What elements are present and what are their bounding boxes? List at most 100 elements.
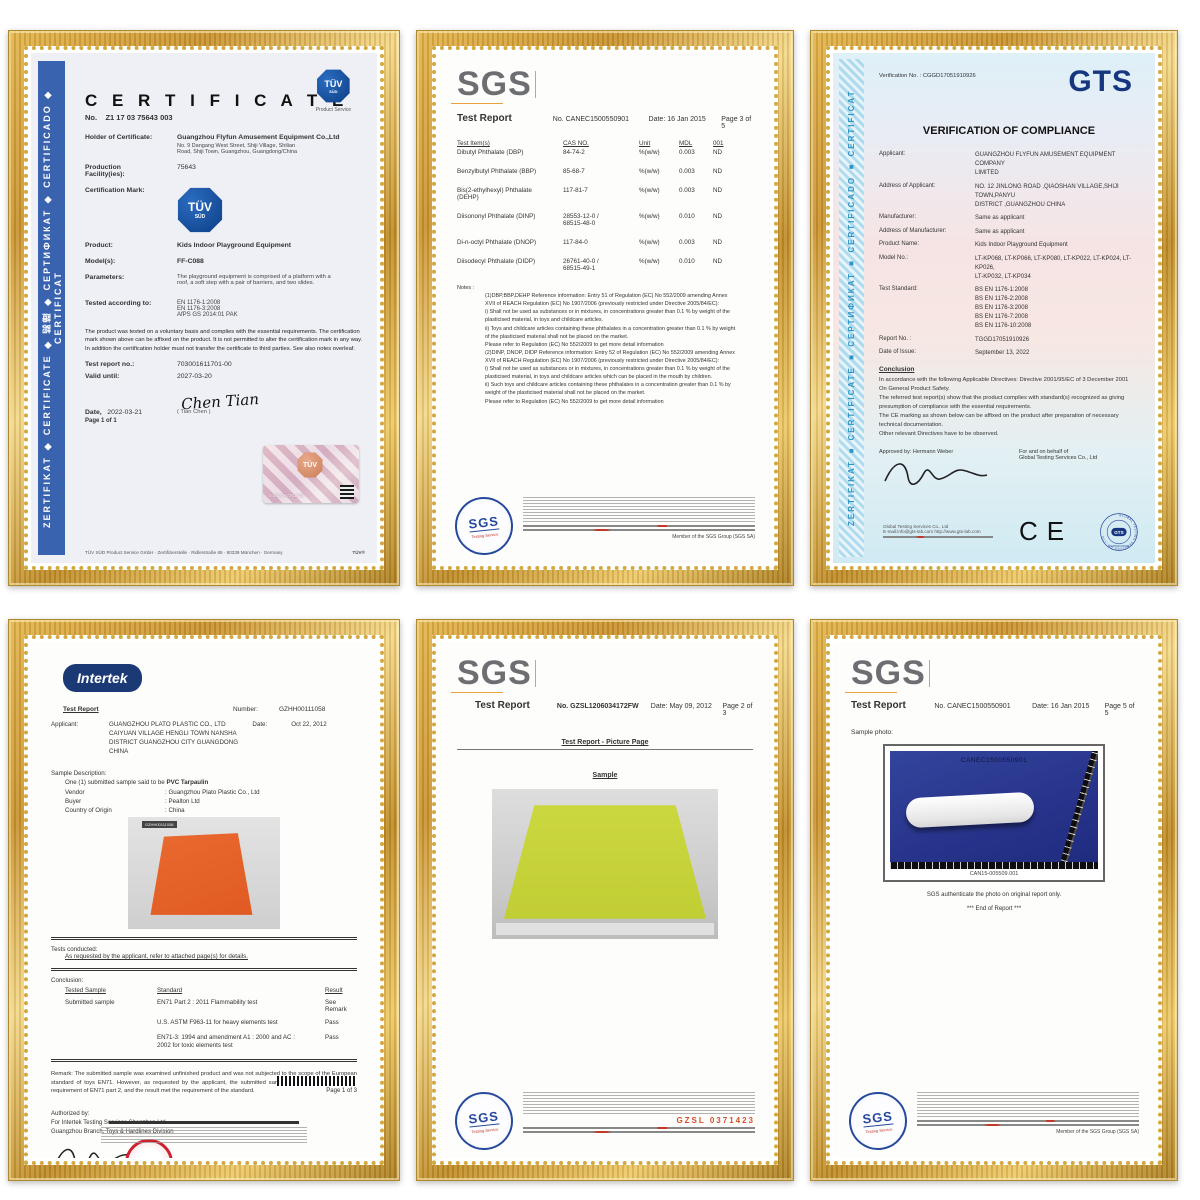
report-date: Date: 16 Jan 2015 — [1032, 703, 1090, 710]
field-row: Model No.: LT-KP068, LT-KP066, LT-KP080, … — [879, 254, 1132, 280]
disclaimer-lines — [917, 1092, 1139, 1118]
contact-line — [523, 1131, 755, 1133]
divider — [51, 968, 357, 972]
divider — [51, 1059, 357, 1063]
certificate-side-band: ZERTIFIKAT ■ CERTIFICATE ■ СЕРТИФИКАТ ■ … — [839, 59, 864, 557]
sgs-logo: SGS — [845, 654, 930, 693]
green-sample-mat — [504, 805, 706, 919]
table-row: Bis(2-ethylhexyl) Phthalate (DEHP) 117-8… — [457, 187, 723, 201]
signature-row: Approved by: Hermann Weber For and on be… — [879, 449, 1139, 491]
page-indicator: Page 1 of 3 — [326, 1088, 357, 1094]
report-header: Test Report Number: GZHH00111058 — [51, 706, 357, 713]
notes-text: (1)DBP,BBP,DEHP Reference information: E… — [485, 293, 736, 405]
contact-line — [523, 525, 755, 527]
conclusion-heading: Conclusion: — [51, 977, 84, 985]
field-row: Date of Issue: September 13, 2022 — [879, 349, 1030, 356]
field-row: Product Name: Kids Indoor Playground Equi… — [879, 241, 1068, 248]
conclusion-row: EN71-3: 1994 and amendment A1 : 2000 and… — [157, 1033, 339, 1050]
field-row: Applicant: GUANGZHOU FLYFUN AMUSEMENT EQU… — [879, 151, 1116, 176]
end-of-report: *** End of Report *** — [966, 906, 1022, 912]
side-band-text: ZERTIFIKAT ■ CERTIFICATE ■ СЕРТИФИКАТ ■ … — [847, 89, 856, 527]
sample-photo-label: Sample photo: — [851, 729, 893, 736]
gts-verification: ZERTIFIKAT ■ CERTIFICATE ■ СЕРТИФИКАТ ■ … — [833, 53, 1155, 563]
sgs-stamp: SGS Testing Service — [452, 1089, 516, 1153]
gts-company-line: Global Testing Services Co., Ltd — [883, 523, 949, 529]
orange-sample — [150, 833, 253, 915]
certificate-frame-sgs-photo: SGS Test Report No. CANEC1500550901 Date… — [810, 619, 1178, 1181]
disclaimer-lines — [523, 497, 755, 523]
parameters-row: Parameters: The playground equipment is … — [85, 274, 331, 286]
certificate-body-text: The product was tested on a voluntary ba… — [85, 329, 363, 352]
hologram-tuv-icon: TÜV — [297, 452, 323, 478]
table-header: Test Item(s) CAS NO. Unit MDL 001 — [457, 140, 724, 147]
authenticate-line: SGS authenticate the photo on original r… — [926, 892, 1062, 898]
report-title: Test Report — [457, 113, 512, 124]
sample-photo — [492, 789, 718, 939]
sample-photo: CANEC1500550901 — [890, 751, 1098, 869]
sgs-picture-page: SGS Test Report No. GZSL1206034172FW Dat… — [439, 642, 771, 1158]
remark-text: Remark: The submitted sample was examine… — [51, 1071, 357, 1095]
table-row: Di-n-octyl Phthalate (DNOP) 117-84-0 %(w… — [457, 239, 723, 246]
member-line: Member of the SGS Group (SGS SA) — [672, 534, 755, 540]
picture-page-title: Test Report - Picture Page — [561, 739, 649, 746]
facility-row: Production Facility(ies): 75643 — [85, 164, 196, 178]
holder-row: Holder of Certificate: Guangzhou Flyfun … — [85, 134, 363, 155]
report-footer: SGS Testing Service Member of the SGS Gr… — [452, 494, 755, 558]
hologram-sticker: TÜV 04052767261725 — [263, 445, 359, 503]
certificate-number: No. Z1 17 03 75643 003 — [85, 113, 173, 122]
intertek-footer — [91, 1119, 317, 1148]
tuv-logo-sub: SÜD — [329, 88, 338, 94]
certificate-side-band: ZERTIFIKAT ◆ CERTIFICATE ◆ 認證 ◆ СЕРТИФИК… — [38, 61, 65, 555]
report-number: GZHH00111058 — [279, 706, 326, 713]
applicant-row: Applicant: GUANGZHOU PLATO PLASTIC CO., … — [51, 721, 357, 757]
tests-conducted: Tests conducted: As requested by the app… — [51, 946, 248, 961]
report-no-row: Test report no.: 703001611701-00 — [85, 361, 232, 369]
tuv-certificate: ZERTIFIKAT ◆ CERTIFICATE ◆ 認證 ◆ СЕРТИФИК… — [31, 53, 377, 563]
conclusion-text: In accordance with the following Applica… — [879, 377, 1129, 437]
signature-scribble — [884, 463, 988, 485]
field-row: Address of Manufacturer: Same as applican… — [879, 227, 1025, 235]
report-header: Test Report No. CANEC1500550901 Date: 16… — [457, 113, 753, 130]
sample-photo-tag: GZHH00111058 — [142, 821, 177, 829]
date-row: Date, 2022-03-21 ( Tian Chen ) — [85, 409, 211, 417]
product-row: Product: Kids Indoor Playground Equipmen… — [85, 242, 292, 249]
report-title: Test Report — [851, 700, 906, 711]
approved-by: Approved by: Hermann Weber — [879, 448, 954, 455]
certificate-frame-intertek: Intertek Test Report Number: GZHH0011105… — [8, 619, 400, 1181]
sgs-photo-page: SGS Test Report No. CANEC1500550901 Date… — [833, 642, 1155, 1158]
disclaimer-lines — [523, 1092, 755, 1116]
ce-mark: CE — [1019, 516, 1074, 547]
report-header: Test Report No. CANEC1500550901 Date: 16… — [851, 700, 1137, 717]
sgs-stamp: SGS Testing Service — [846, 1089, 910, 1153]
page-indicator: Page 1 of 1 — [85, 418, 117, 425]
applicant-address: GUANGZHOU PLATO PLASTIC CO., LTD CAIYUAN… — [109, 721, 239, 755]
report-header: Test Report No. GZSL1206034172FW Date: M… — [457, 700, 753, 717]
conclusion-heading: Conclusion — [879, 366, 915, 373]
notes-block: Notes : (1)DBP,BBP,DEHP Reference inform… — [457, 284, 753, 406]
table-row: Dibutyl Phthalate (DBP) 84-74-2 %(w/w) 0… — [457, 149, 723, 156]
contact-line — [917, 1120, 1139, 1122]
sgs-test-report-page3: SGS Test Report No. CANEC1500550901 Date… — [439, 53, 771, 563]
picture-title-rule: Test Report - Picture Page — [457, 739, 753, 750]
tested-row: Tested according to: EN 1176-1:2008 EN 1… — [85, 300, 238, 318]
certificate-frame-sgs-picture: SGS Test Report No. GZSL1206034172FW Dat… — [416, 619, 794, 1181]
frame-mat: SGS Test Report No. CANEC1500550901 Date… — [826, 635, 1162, 1165]
report-title: Test Report — [475, 700, 530, 711]
verification-number: Verification No. : CGGD17051910926 — [879, 73, 976, 79]
field-row: Manufacturer: Same as applicant — [879, 214, 1025, 221]
tuv-octagon-icon: TÜV SÜD — [317, 69, 350, 103]
table-row: Diisononyl Phthalate (DINP) 28553-12-0 /… — [457, 213, 723, 227]
valid-until-row: Valid until: 2027-03-20 — [85, 373, 212, 381]
table-row: Diisodecyl Phthalate (DIDP) 26761-40-0 /… — [457, 258, 723, 272]
side-band-text: ZERTIFIKAT ◆ CERTIFICATE ◆ 認證 ◆ СЕРТИФИК… — [42, 87, 63, 529]
field-row: Report No. : TGGD17051910926 — [879, 335, 1030, 343]
table-row: Benzylbutyl Phthalate (BBP) 85-68-7 %(w/… — [457, 168, 723, 175]
sgs-logo: SGS — [451, 65, 536, 104]
conclusion-row: Submitted sample EN71 Part 2 : 2011 Flam… — [65, 999, 347, 1014]
fine-print: Member of the SGS Group (SGS SA) — [523, 497, 755, 540]
report-date: Date: 16 Jan 2015 — [648, 116, 706, 123]
contact-line — [523, 529, 755, 531]
page-block: Page 1 of 3 — [277, 1076, 357, 1094]
gts-address-line — [883, 535, 993, 538]
